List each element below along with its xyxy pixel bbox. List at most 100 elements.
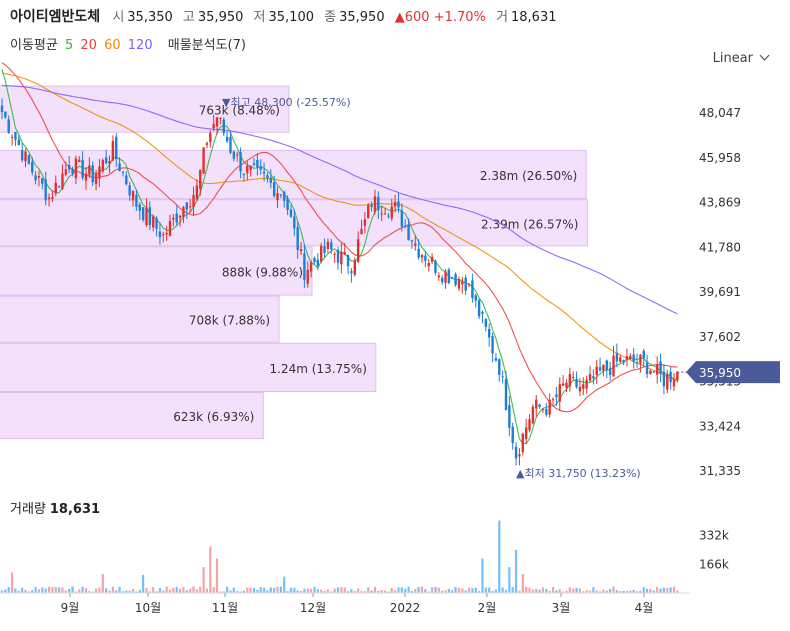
volume-bar: [192, 586, 195, 593]
candle-body: [10, 136, 14, 138]
volume-bar: [434, 586, 437, 593]
candle-body: [272, 182, 276, 197]
candle-body: [595, 366, 598, 375]
candle-body: [98, 166, 101, 179]
candle-body: [293, 216, 296, 229]
candle-body: [629, 355, 632, 359]
volume-bar: [427, 591, 430, 593]
candle-body: [326, 241, 330, 249]
volume-bar: [21, 587, 24, 593]
volume-bar: [148, 591, 151, 593]
price-chart[interactable]: 763k (8.48%) 2.38m (26.50%) 2.39m (26.57%)…: [0, 0, 790, 490]
volume-bar: [612, 586, 615, 593]
volume-bars: [0, 520, 679, 593]
volume-bar: [595, 590, 598, 593]
candle-body: [531, 406, 535, 424]
volume-bar: [511, 586, 514, 593]
current-price-label: 35,950: [699, 366, 741, 380]
volume-bar: [521, 574, 524, 593]
volume-bar: [226, 586, 229, 593]
volume-bar: [316, 589, 319, 593]
candle-body: [131, 191, 135, 201]
scale-dropdown[interactable]: Linear: [713, 50, 770, 66]
volume-bar: [592, 587, 595, 593]
low-value: 35,100: [268, 10, 315, 25]
volume-bar: [568, 587, 571, 593]
volume-bar: [189, 588, 192, 593]
volume-bar: [31, 590, 34, 593]
volume-profile-label: 2.39m (26.57%): [481, 217, 578, 231]
volume-profile-label: 888k (9.88%): [222, 265, 303, 279]
candle-body: [61, 173, 64, 189]
volume-bar: [232, 587, 235, 593]
candle-body: [457, 279, 461, 289]
volume-bar: [572, 588, 575, 593]
candle-body: [572, 376, 575, 378]
volume-profile-label: 708k (7.88%): [189, 314, 270, 328]
candle-body: [199, 169, 202, 189]
volume-bar: [135, 591, 138, 593]
volume-analysis-toggle[interactable]: 매물분석도(7): [167, 38, 246, 53]
candle-body: [34, 175, 37, 181]
volume-bar: [4, 589, 7, 593]
volume-bar: [383, 590, 387, 593]
volume-bar: [598, 591, 602, 593]
volume-bar: [209, 546, 212, 593]
candle-body: [363, 219, 367, 226]
volume-bar: [343, 587, 346, 593]
candle-body: [145, 207, 148, 226]
volume-bar: [390, 588, 393, 593]
candle-body: [24, 151, 27, 162]
candle-body: [222, 119, 225, 134]
candle-body: [219, 117, 222, 119]
candle-body: [202, 147, 205, 174]
candle-body: [481, 311, 484, 314]
volume-bar: [74, 591, 78, 593]
candle-body: [340, 251, 343, 265]
candle-body: [605, 360, 608, 371]
volume-bar: [629, 590, 632, 593]
volume-profile-bar: [0, 246, 313, 296]
volume-profile-bar: [0, 85, 290, 133]
candle-body: [615, 352, 619, 362]
volume-bar: [471, 588, 474, 593]
candle-body: [225, 136, 229, 142]
volume-bar: [420, 586, 424, 593]
candle-body: [236, 154, 239, 156]
candle-body: [632, 354, 635, 362]
candle-body: [333, 253, 336, 255]
volume-bar: [360, 591, 363, 593]
volume-bar: [51, 587, 54, 593]
candle-body: [420, 255, 424, 258]
candle-body: [343, 252, 346, 255]
candle-body: [592, 376, 595, 379]
volume-label: 거: [496, 10, 508, 25]
volume-bar: [168, 589, 172, 593]
volume-bar: [229, 590, 232, 593]
change-value: ▲600 +1.70%: [394, 10, 486, 25]
volume-bar: [121, 591, 125, 593]
candle-body: [152, 216, 155, 228]
candle-body: [383, 213, 387, 215]
volume-chart[interactable]: 332k 166k 9월 10월 11월 12월 2022 2월 3월 4월: [0, 490, 790, 631]
candle-body: [249, 165, 252, 170]
candle-body: [138, 204, 141, 211]
candle-body: [427, 262, 430, 267]
candle-body: [148, 207, 152, 226]
ma20-line: [1, 62, 678, 413]
volume-bar: [178, 588, 182, 593]
candle-body: [360, 229, 363, 235]
volume-bar: [514, 549, 518, 593]
volume-bar: [34, 587, 37, 593]
candle-body: [656, 364, 659, 375]
x-tick-label: 12월: [300, 601, 326, 615]
volume-bar: [484, 587, 487, 593]
volume-bar: [632, 589, 635, 593]
candle-body: [477, 299, 481, 317]
volume-bar: [195, 589, 198, 593]
volume-bar: [269, 587, 272, 593]
candle-body: [44, 179, 47, 201]
volume-bar: [98, 587, 101, 593]
volume-bar: [454, 587, 457, 593]
candle-body: [424, 255, 427, 261]
